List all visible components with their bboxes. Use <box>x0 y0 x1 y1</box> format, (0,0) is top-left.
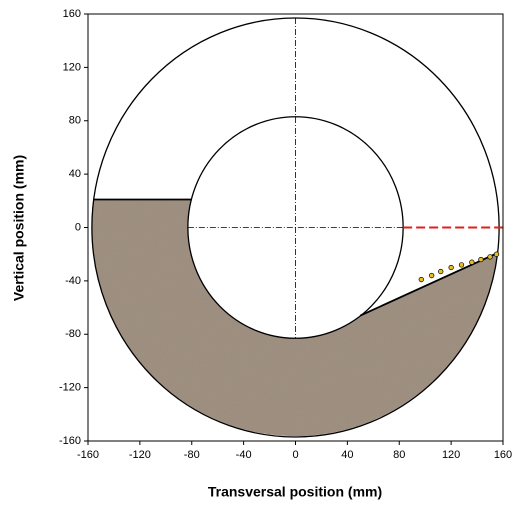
sediment-surface <box>359 252 499 317</box>
y-tick-label: -40 <box>65 275 81 287</box>
x-tick-label: -160 <box>77 449 99 461</box>
x-tick-label: 0 <box>292 449 298 461</box>
y-tick-label: -80 <box>65 328 81 340</box>
y-tick-label: -120 <box>59 382 81 394</box>
x-tick-label: 40 <box>341 449 353 461</box>
x-tick-label: -80 <box>184 449 200 461</box>
y-tick-label: 0 <box>75 221 81 233</box>
y-axis-title: Vertical position (mm) <box>11 155 27 301</box>
y-tick-label: 160 <box>63 8 81 20</box>
x-tick-label: 160 <box>494 449 512 461</box>
y-tick-label: 120 <box>63 61 81 73</box>
particle <box>418 276 424 283</box>
y-tick-label: 40 <box>69 168 81 180</box>
x-tick-label: 80 <box>393 449 405 461</box>
particle <box>487 254 493 260</box>
y-tick-label: -160 <box>59 435 81 447</box>
particle <box>448 264 454 271</box>
x-tick-label: -120 <box>129 449 151 461</box>
x-tick-label: -40 <box>236 449 252 461</box>
particle <box>469 259 475 265</box>
particle <box>478 256 484 263</box>
particle <box>458 262 465 268</box>
sediment <box>91 199 498 437</box>
y-tick-label: 80 <box>69 115 81 127</box>
x-tick-label: 120 <box>442 449 460 461</box>
particle <box>429 272 435 279</box>
x-axis-title: Transversal position (mm) <box>208 484 382 500</box>
particle <box>493 251 500 257</box>
particle <box>438 268 444 275</box>
